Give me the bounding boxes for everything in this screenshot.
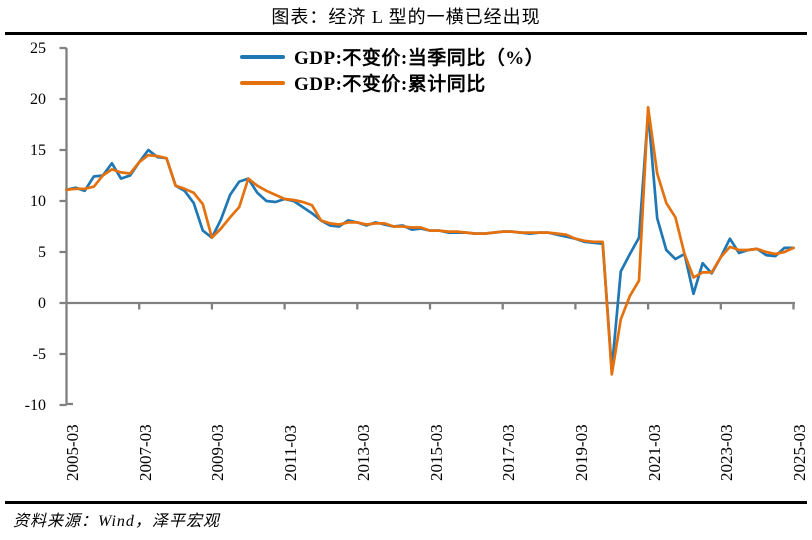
y-tick-label: 5 [38,244,46,261]
top-divider [5,32,807,35]
x-tick-label: 2025-03 [790,424,809,481]
series-line-quarterly [65,110,795,371]
page-title: 图表：经济 L 型的一横已经出现 [271,7,541,27]
bottom-divider [5,501,807,504]
source-note: 资料来源：Wind，泽平宏观 [13,513,220,530]
x-tick-label: 2011-03 [281,424,301,481]
y-tick-label: 10 [30,193,46,210]
y-tick-label: 0 [38,295,46,312]
x-tick-label: 2007-03 [135,424,155,481]
x-tick-label: 2015-03 [426,424,446,481]
series-line-cumulative [65,105,795,376]
x-tick-label: 2021-03 [644,424,664,481]
x-tick-label: 2017-03 [499,424,519,481]
legend-label-cumulative-yoy: GDP:不变价:累计同比 [294,74,486,95]
y-tick-label: 20 [30,91,46,108]
legend-label-quarterly-yoy: GDP:不变价:当季同比（%） [294,48,545,69]
y-tick-label: 15 [30,142,46,159]
legend-line-swatch-blue [240,54,285,59]
gdp-line-chart: GDP:不变价:当季同比（%） GDP:不变价:累计同比 25 20 15 10 5 0 -… [0,35,812,495]
axes [59,46,795,407]
x-tick-label: 2005-03 [63,424,82,481]
legend-line-swatch-orange [240,80,285,85]
legend-item-cumulative-yoy: GDP:不变价:累计同比 [240,70,544,95]
chart-legend: GDP:不变价:当季同比（%） GDP:不变价:累计同比 [240,44,544,95]
x-tick-label: 2013-03 [353,424,373,481]
x-tick-label: 2023-03 [717,424,737,481]
x-tick-label: 2009-03 [208,424,228,481]
y-tick-label: -10 [24,397,46,414]
x-tick-label: 2019-03 [571,424,591,481]
legend-item-quarterly-yoy: GDP:不变价:当季同比（%） [240,44,544,69]
y-tick-label: -5 [32,346,46,363]
y-tick-label: 25 [30,40,46,57]
